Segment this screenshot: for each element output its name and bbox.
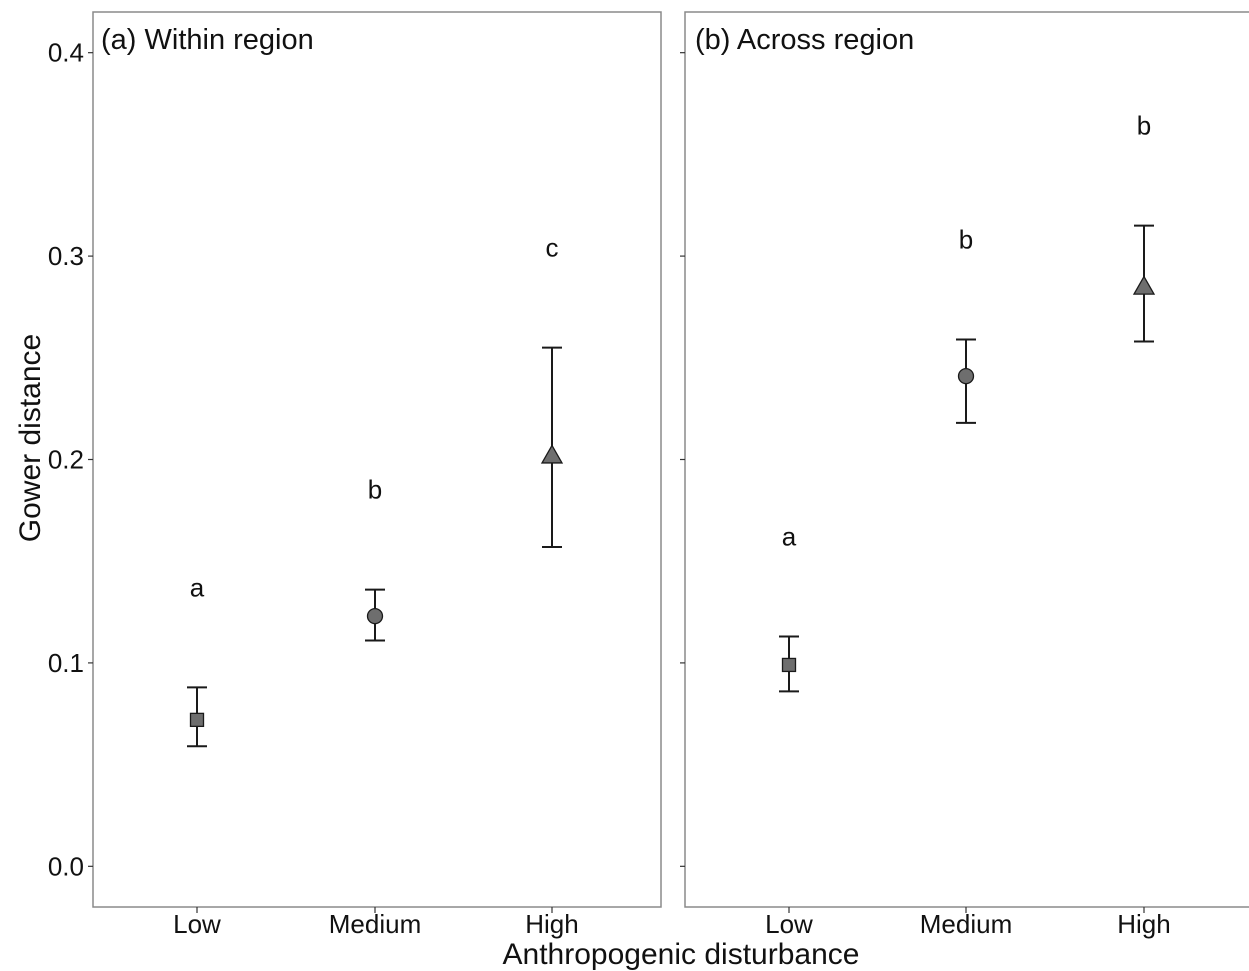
significance-letter: c <box>546 233 559 263</box>
significance-letter: a <box>782 521 797 551</box>
x-tick-label: Low <box>173 909 221 939</box>
y-tick-label: 0.0 <box>48 851 84 881</box>
panel-across-region: (b) Across region Low a Medium b High b <box>684 11 1249 939</box>
x-axis-title: Anthropogenic disturbance <box>503 938 860 971</box>
x-tick-label: Low <box>765 909 813 939</box>
y-tick-label: 0.2 <box>48 445 84 475</box>
point-marker-circle <box>957 367 975 385</box>
y-tick-label: 0.4 <box>48 38 84 68</box>
y-tick-label: 0.3 <box>48 241 84 271</box>
x-tick-label: Medium <box>329 909 421 939</box>
significance-letter: b <box>1137 111 1151 141</box>
significance-letter: b <box>959 224 973 254</box>
point-marker-triangle <box>540 444 564 464</box>
y-axis-title: Gower distance <box>14 334 47 542</box>
significance-letter: a <box>190 572 205 602</box>
x-tick-label: Medium <box>920 909 1012 939</box>
point-marker-circle <box>366 607 384 625</box>
y-tick-label: 0.1 <box>48 648 84 678</box>
panel-frame <box>92 11 662 908</box>
point-marker-triangle <box>1132 275 1156 295</box>
x-tick-label: High <box>1117 909 1170 939</box>
panel-title: (b) Across region <box>695 24 914 56</box>
panel-title: (a) Within region <box>101 24 314 56</box>
x-tick-label: High <box>525 909 578 939</box>
panel-within-region: (a) Within region Low a Medium b High c <box>92 11 662 939</box>
point-marker-square <box>189 712 205 728</box>
significance-letter: b <box>368 475 382 505</box>
panel-frame <box>684 11 1249 908</box>
point-marker-square <box>781 657 797 673</box>
y-axis: 0.0 0.1 0.2 0.3 0.4 <box>48 38 685 881</box>
